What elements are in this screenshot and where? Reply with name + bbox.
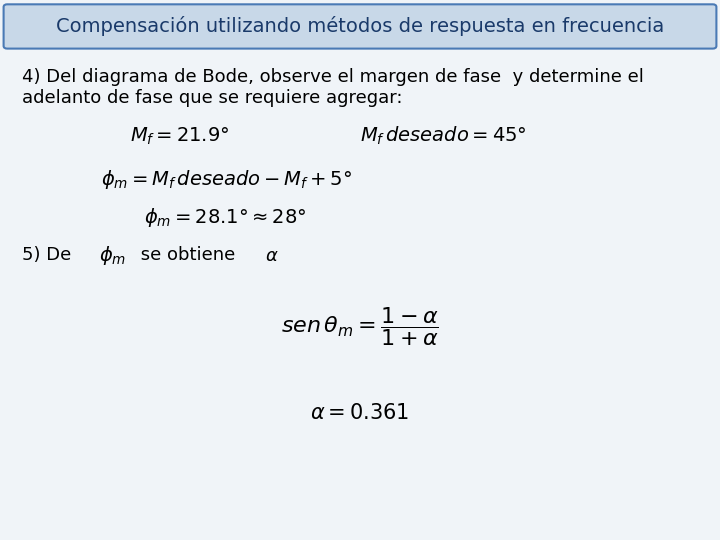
Text: $M_f = 21.9°$: $M_f = 21.9°$ — [130, 125, 229, 147]
Text: $\phi_m = 28.1° \approx 28°$: $\phi_m = 28.1° \approx 28°$ — [144, 206, 307, 228]
Text: $\alpha$: $\alpha$ — [265, 247, 279, 265]
Text: $\phi_m$: $\phi_m$ — [99, 245, 127, 267]
Text: se obtiene: se obtiene — [135, 246, 235, 264]
Text: adelanto de fase que se requiere agregar:: adelanto de fase que se requiere agregar… — [22, 89, 402, 107]
FancyBboxPatch shape — [4, 4, 716, 49]
Text: $\phi_m = M_f\,\mathit{deseado} - M_f + 5°$: $\phi_m = M_f\,\mathit{deseado} - M_f + … — [101, 168, 352, 191]
Text: $\alpha = 0.361$: $\alpha = 0.361$ — [310, 403, 410, 423]
Text: Compensación utilizando métodos de respuesta en frecuencia: Compensación utilizando métodos de respu… — [56, 16, 664, 37]
Text: $M_f\,\mathit{deseado} = 45°$: $M_f\,\mathit{deseado} = 45°$ — [360, 125, 527, 147]
Text: 5) De: 5) De — [22, 246, 76, 264]
Text: 4) Del diagrama de Bode, observe el margen de fase  y determine el: 4) Del diagrama de Bode, observe el marg… — [22, 68, 644, 86]
Text: $\mathit{sen}\,\theta_m = \dfrac{1-\alpha}{1+\alpha}$: $\mathit{sen}\,\theta_m = \dfrac{1-\alph… — [281, 305, 439, 348]
